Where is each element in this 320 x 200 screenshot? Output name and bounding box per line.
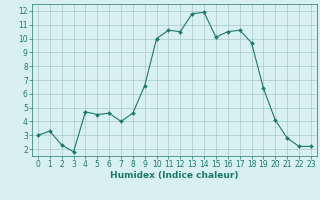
X-axis label: Humidex (Indice chaleur): Humidex (Indice chaleur) xyxy=(110,171,239,180)
